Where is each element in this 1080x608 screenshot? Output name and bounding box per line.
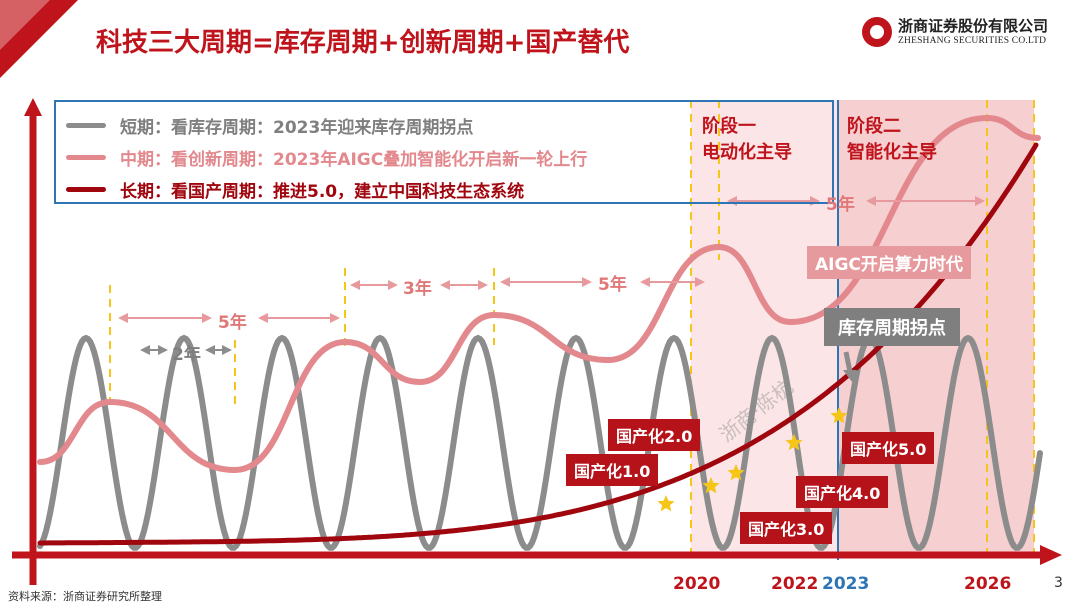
gap-arrow-3y-left-head-left (350, 280, 360, 290)
gap-arrow-5y-b-left-head-left (500, 277, 510, 287)
gap-arrow-2y-right-head-left (205, 345, 215, 355)
legend-swatch-pink (66, 154, 106, 160)
stage-two-title: 阶段二 (847, 116, 901, 137)
localization-3-label: 国产化3.0 (740, 512, 833, 544)
gap-arrow-5y-a-left-head-left (118, 313, 128, 323)
stage-two-subtitle: 智能化主导 (847, 142, 937, 163)
gap-arrow-5y-a-right-head-left (258, 313, 268, 323)
legend-item-medium: 中期：看创新周期：2023年AIGC叠加智能化开启新一轮上行 (66, 142, 587, 172)
legend-item-short: 短期：看库存周期：2023年迎来库存周期拐点 (66, 110, 473, 140)
aigc-callout: AIGC开启算力时代 (807, 246, 971, 279)
stage-one-subtitle: 电动化主导 (702, 142, 792, 163)
gap-arrow-2y-left-head-right (158, 345, 168, 355)
logo-text-cn: 浙商证券股份有限公司 (898, 17, 1049, 35)
page-title: 科技三大周期=库存周期+创新周期+国产替代 (96, 28, 630, 58)
legend-swatch-red (66, 186, 106, 192)
stage-one-title: 阶段一 (702, 116, 756, 137)
logo-text-en: ZHESHANG SECURITIES CO.LTD (898, 36, 1047, 46)
inventory-pointer (843, 351, 853, 373)
year-2023: 2023 (822, 574, 870, 594)
gap-label-5y-c: 5年 (826, 195, 855, 215)
source-note: 资料来源：浙商证券研究所整理 (8, 590, 162, 603)
star-localization-1 (657, 495, 675, 512)
inventory-pointer-head (843, 370, 857, 382)
logo-icon (862, 17, 892, 47)
year-2020: 2020 (673, 574, 721, 594)
gap-arrow-5y-c-right-head-left (866, 196, 876, 206)
gap-label-5y-a: 5年 (218, 313, 247, 333)
localization-4-label: 国产化4.0 (796, 476, 889, 508)
gap-arrow-5y-b-right-head-left (640, 277, 650, 287)
year-2022: 2022 (771, 574, 819, 594)
legend-item-long: 长期：看国产周期：推进5.0，建立中国科技生态系统 (66, 174, 524, 204)
star-localization-3 (727, 464, 745, 481)
stage-one-label: 阶段一 电动化主导 (702, 114, 792, 166)
x-axis-arrow (1040, 545, 1062, 565)
gap-arrow-5y-a-left-head-right (202, 313, 212, 323)
legend-box: 短期：看库存周期：2023年迎来库存周期拐点 中期：看创新周期：2023年AIG… (54, 100, 834, 204)
legend-label-short: 短期：看库存周期：2023年迎来库存周期拐点 (120, 117, 474, 138)
gap-label-3y: 3年 (403, 279, 432, 299)
localization-cycle-line (37, 142, 1039, 546)
gap-arrow-2y-right-head-right (222, 345, 232, 355)
legend-swatch-gray (66, 122, 106, 128)
gap-arrow-3y-right-head-right (478, 280, 488, 290)
gap-arrow-3y-left-head-right (388, 280, 398, 290)
localization-1-label: 国产化1.0 (566, 454, 659, 486)
gap-arrow-3y-right-head-left (440, 280, 450, 290)
corner-decoration-inner (0, 0, 50, 50)
stage-two-label: 阶段二 智能化主导 (847, 114, 937, 166)
star-localization-5 (830, 407, 848, 424)
y-axis-arrow (24, 98, 42, 116)
localization-2-label: 国产化2.0 (608, 419, 701, 451)
gap-arrow-5y-c-right-head-right (975, 196, 985, 206)
legend-label-long: 长期：看国产周期：推进5.0，建立中国科技生态系统 (120, 181, 525, 202)
star-localization-2 (702, 477, 720, 494)
gap-arrow-5y-b-right-head-right (695, 277, 705, 287)
gap-label-5y-b: 5年 (598, 275, 627, 295)
inventory-callout: 库存周期拐点 (824, 308, 960, 346)
gap-arrow-2y-left-head-left (140, 345, 150, 355)
star-localization-4 (785, 434, 803, 451)
page-number: 3 (1054, 575, 1063, 591)
company-logo: 浙商证券股份有限公司 ZHESHANG SECURITIES CO.LTD (862, 15, 1062, 55)
localization-5-label: 国产化5.0 (842, 432, 935, 464)
gap-arrow-5y-b-left-head-right (582, 277, 592, 287)
gap-label-2y: 2年 (172, 345, 201, 365)
year-2026: 2026 (964, 574, 1012, 594)
gap-arrow-5y-a-right-head-right (330, 313, 340, 323)
legend-label-medium: 中期：看创新周期：2023年AIGC叠加智能化开启新一轮上行 (120, 149, 588, 170)
